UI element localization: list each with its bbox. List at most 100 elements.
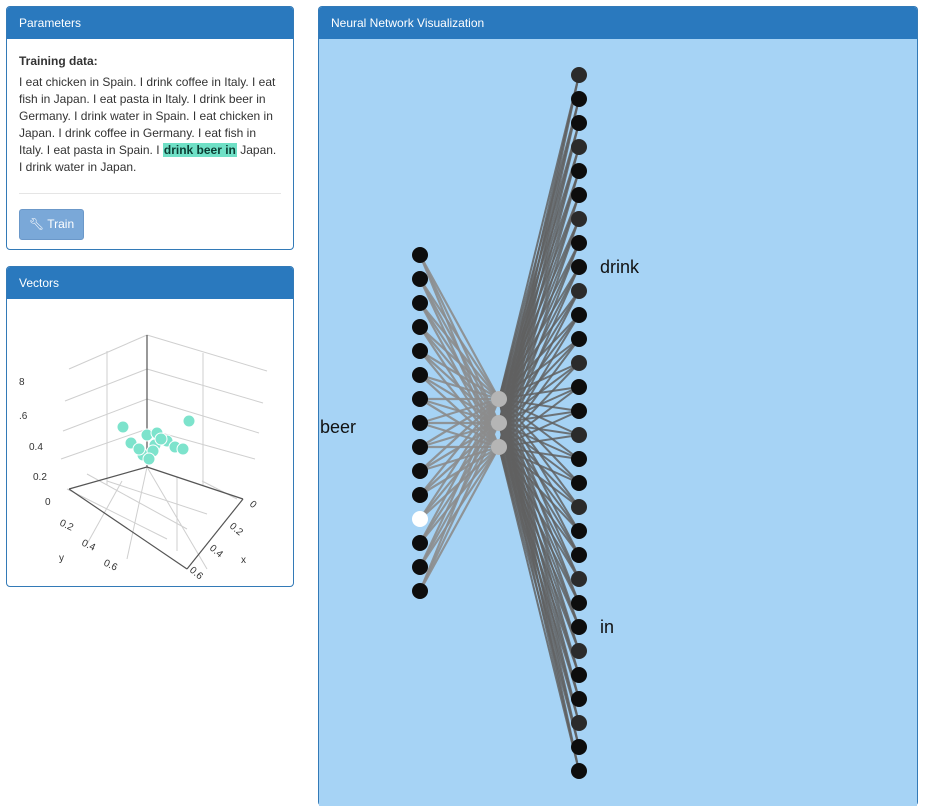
output-node[interactable] — [571, 739, 587, 755]
hidden-output-edge — [498, 446, 580, 652]
training-data-label: Training data: — [19, 54, 98, 68]
vectors-3d-plot[interactable]: 8 .6 0.4 0.2 0 0.2 0.4 0.6 y 0 0.2 0.4 0… — [7, 299, 293, 586]
hidden-output-edge — [498, 266, 580, 448]
vector-point — [132, 442, 146, 456]
output-node[interactable] — [571, 595, 587, 611]
nn-title: Neural Network Visualization — [319, 7, 917, 39]
output-node[interactable] — [571, 691, 587, 707]
y-axis-label: y — [59, 553, 64, 564]
hidden-output-edge — [498, 362, 580, 448]
output-node[interactable] — [571, 115, 587, 131]
y-tick: 0.2 — [58, 518, 76, 534]
vector-point — [142, 452, 156, 466]
output-node[interactable] — [571, 307, 587, 323]
output-node[interactable] — [571, 331, 587, 347]
output-node[interactable] — [571, 403, 587, 419]
input-hidden-edge — [419, 254, 500, 400]
z-tick: 0.4 — [29, 442, 43, 453]
vector-point — [182, 414, 196, 428]
input-node[interactable] — [412, 415, 428, 431]
input-hidden-edge — [419, 446, 500, 592]
hidden-node[interactable] — [491, 391, 507, 407]
output-node[interactable] — [571, 235, 587, 251]
hidden-node[interactable] — [491, 415, 507, 431]
x-tick: 0 — [247, 499, 259, 511]
input-node[interactable] — [412, 319, 428, 335]
training-text-highlight: drink beer in — [162, 143, 237, 157]
hidden-output-edge — [498, 290, 580, 448]
nn-graph[interactable]: beer drink in — [319, 39, 917, 799]
input-hidden-edge — [419, 398, 500, 496]
input-node[interactable] — [412, 439, 428, 455]
input-hidden-edge — [419, 398, 500, 544]
input-node[interactable] — [412, 511, 428, 527]
output-word-label: in — [600, 617, 614, 637]
hidden-output-edge — [498, 242, 580, 448]
hidden-node[interactable] — [491, 439, 507, 455]
output-node[interactable] — [571, 619, 587, 635]
output-node[interactable] — [571, 499, 587, 515]
output-node[interactable] — [571, 67, 587, 83]
output-node[interactable] — [571, 547, 587, 563]
train-button[interactable]: 🔧︎ Train — [19, 209, 85, 240]
hidden-output-edge — [498, 434, 580, 448]
hidden-output-edge — [498, 446, 580, 676]
hidden-output-edge — [498, 446, 580, 460]
output-node[interactable] — [571, 91, 587, 107]
input-node[interactable] — [412, 295, 428, 311]
output-node[interactable] — [571, 643, 587, 659]
output-node[interactable] — [571, 163, 587, 179]
vector-point — [176, 442, 190, 456]
input-hidden-edge — [419, 398, 500, 520]
hidden-output-edge — [498, 170, 580, 448]
vector-point — [154, 432, 168, 446]
output-node[interactable] — [571, 475, 587, 491]
x-tick: 0.4 — [207, 543, 225, 561]
nn-nodes — [412, 67, 587, 779]
input-node[interactable] — [412, 271, 428, 287]
hidden-output-edge — [498, 122, 580, 448]
input-word-label: beer — [320, 417, 356, 437]
output-node[interactable] — [571, 139, 587, 155]
input-node[interactable] — [412, 343, 428, 359]
output-node[interactable] — [571, 283, 587, 299]
vectors-title: Vectors — [7, 267, 293, 299]
hidden-output-edge — [498, 218, 580, 448]
input-node[interactable] — [412, 559, 428, 575]
output-node[interactable] — [571, 763, 587, 779]
output-node[interactable] — [571, 355, 587, 371]
output-node[interactable] — [571, 259, 587, 275]
output-node[interactable] — [571, 715, 587, 731]
input-node[interactable] — [412, 247, 428, 263]
input-node[interactable] — [412, 535, 428, 551]
hidden-output-edge — [498, 446, 580, 724]
training-text-after: Japan. I drink water in Japan. — [19, 143, 277, 174]
input-hidden-edge — [419, 278, 500, 400]
output-node[interactable] — [571, 451, 587, 467]
parameters-panel: Parameters Training data: I eat chicken … — [6, 6, 294, 250]
divider — [19, 193, 281, 194]
output-node[interactable] — [571, 379, 587, 395]
input-hidden-edge — [419, 350, 500, 400]
x-axis-label: x — [241, 555, 246, 566]
input-hidden-edge — [419, 373, 500, 401]
input-node[interactable] — [412, 487, 428, 503]
output-node[interactable] — [571, 523, 587, 539]
input-node[interactable] — [412, 391, 428, 407]
hidden-output-edge — [498, 146, 580, 448]
nn-labels: beer drink in — [320, 257, 640, 637]
output-node[interactable] — [571, 427, 587, 443]
output-node[interactable] — [571, 667, 587, 683]
input-node[interactable] — [412, 463, 428, 479]
hidden-output-edge — [498, 446, 580, 604]
z-tick: 0.2 — [33, 472, 47, 483]
output-node[interactable] — [571, 187, 587, 203]
y-tick: 0.6 — [102, 558, 120, 574]
input-node[interactable] — [412, 367, 428, 383]
output-node[interactable] — [571, 571, 587, 587]
output-node[interactable] — [571, 211, 587, 227]
y-tick: 0.4 — [80, 538, 98, 554]
input-node[interactable] — [412, 583, 428, 599]
input-hidden-edge — [419, 397, 500, 425]
x-tick: 0.6 — [187, 565, 205, 583]
